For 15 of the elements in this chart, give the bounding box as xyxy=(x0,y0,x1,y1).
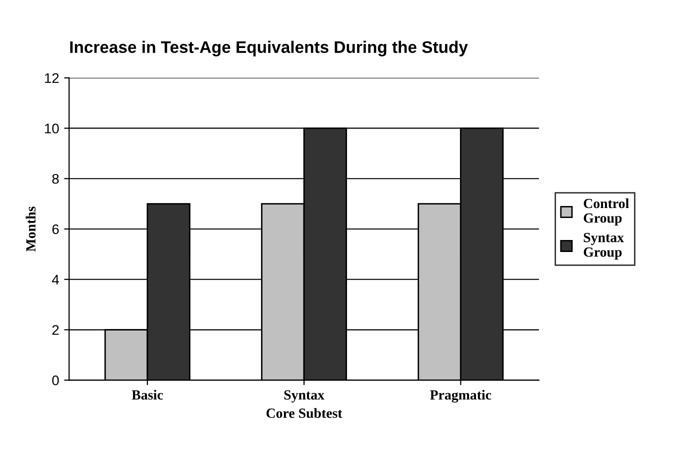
legend-label: Syntax Group xyxy=(584,232,624,260)
y-tick-label: 12 xyxy=(44,73,59,83)
y-tick-label: 2 xyxy=(52,325,59,335)
y-tick-label: 8 xyxy=(52,174,59,184)
legend-label: Control Group xyxy=(584,198,629,226)
y-tick-label: 6 xyxy=(52,224,59,234)
y-tick-label: 4 xyxy=(52,274,59,284)
x-tick-label: Pragmatic xyxy=(430,390,492,403)
x-tick-label: Basic xyxy=(132,390,163,400)
y-tick-label: 0 xyxy=(52,375,59,386)
chart-title: Increase in Test-Age Equivalents During the Study xyxy=(70,40,468,56)
x-axis-title: Core Subtest xyxy=(266,408,342,418)
y-tick-label: 10 xyxy=(44,124,59,134)
y-axis-title: Months xyxy=(26,206,36,252)
x-tick-label: Syntax xyxy=(284,390,324,402)
